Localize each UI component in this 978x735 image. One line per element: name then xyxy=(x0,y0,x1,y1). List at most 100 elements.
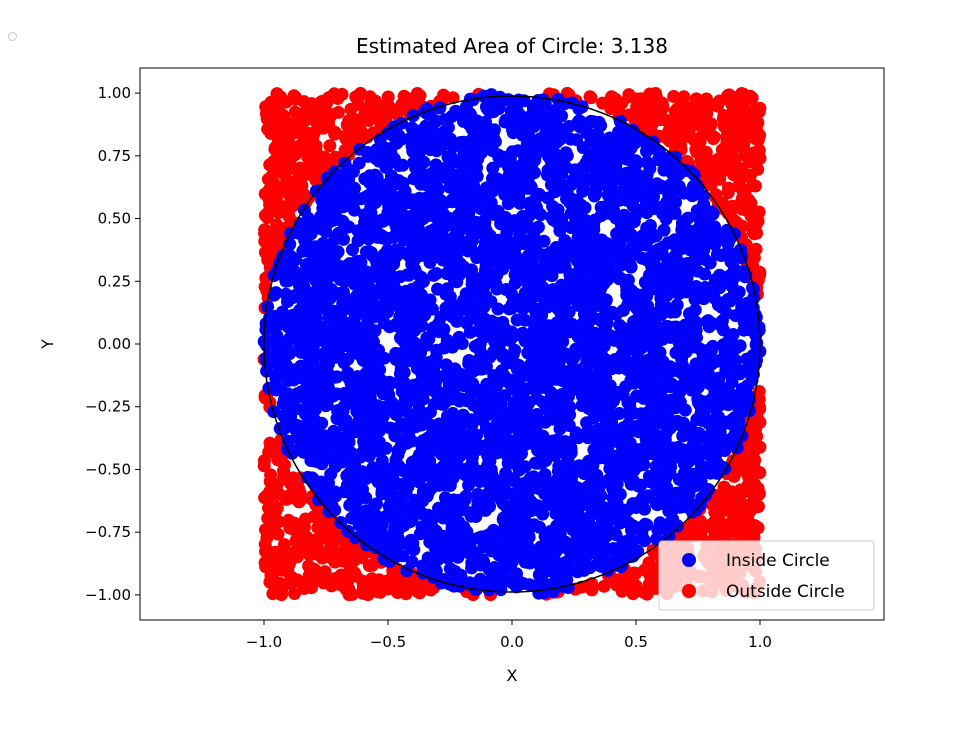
scatter-point-inside xyxy=(374,228,388,242)
scatter-point-inside xyxy=(423,405,437,419)
scatter-point-outside xyxy=(372,104,386,118)
scatter-point-inside xyxy=(552,359,566,372)
scatter-point-inside xyxy=(591,331,605,345)
scatter-point-inside xyxy=(510,115,524,129)
scatter-point-inside xyxy=(471,498,485,512)
scatter-point-inside xyxy=(354,528,368,542)
scatter-point-outside xyxy=(266,587,280,601)
scatter-point-inside xyxy=(388,424,402,438)
scatter-point-inside xyxy=(587,189,601,203)
scatter-point-inside xyxy=(643,219,657,232)
scatter-point-inside xyxy=(261,300,275,314)
scatter-point-inside xyxy=(386,129,400,143)
scatter-point-inside xyxy=(459,465,473,479)
scatter-point-inside xyxy=(468,556,482,570)
scatter-point-inside xyxy=(666,512,680,526)
scatter-point-inside xyxy=(416,372,430,386)
scatter-point-inside xyxy=(367,366,381,380)
scatter-point-inside xyxy=(641,286,655,300)
scatter-point-inside xyxy=(305,471,319,485)
scatter-point-outside xyxy=(641,102,655,116)
scatter-point-inside xyxy=(625,523,638,537)
scatter-point-inside xyxy=(380,379,394,392)
scatter-point-inside xyxy=(565,353,579,367)
scatter-point-inside xyxy=(310,284,324,297)
scatter-point-inside xyxy=(462,372,476,386)
scatter-point-inside xyxy=(417,450,431,464)
scatter-point-inside xyxy=(603,329,617,343)
scatter-point-outside xyxy=(309,547,323,561)
scatter-point-inside xyxy=(591,502,605,516)
scatter-point-inside xyxy=(383,320,397,334)
scatter-point-inside xyxy=(579,156,593,170)
scatter-point-inside xyxy=(678,403,692,417)
scatter-point-inside xyxy=(429,357,443,371)
scatter-point-outside xyxy=(307,562,321,576)
scatter-point-inside xyxy=(528,250,542,264)
scatter-point-inside xyxy=(369,541,383,555)
scatter-point-outside xyxy=(746,522,760,536)
scatter-point-outside xyxy=(331,533,345,547)
scatter-point-inside xyxy=(695,413,709,427)
scatter-point-outside xyxy=(272,206,286,220)
scatter-point-inside xyxy=(502,535,516,549)
scatter-point-inside xyxy=(484,295,498,308)
scatter-point-inside xyxy=(616,388,630,402)
scatter-point-inside xyxy=(316,293,330,307)
scatter-point-inside xyxy=(622,406,635,420)
scatter-point-inside xyxy=(594,537,608,551)
scatter-point-inside xyxy=(519,434,533,448)
scatter-point-inside xyxy=(457,260,471,274)
scatter-point-inside xyxy=(336,285,350,299)
scatter-point-outside xyxy=(679,110,693,124)
scatter-point-inside xyxy=(503,561,517,575)
scatter-point-inside xyxy=(359,284,373,298)
scatter-point-outside xyxy=(274,90,288,104)
scatter-point-outside xyxy=(397,89,411,103)
scatter-point-inside xyxy=(720,433,734,447)
scatter-point-inside xyxy=(695,364,709,378)
scatter-point-inside xyxy=(306,393,320,407)
scatter-point-inside xyxy=(552,459,566,473)
scatter-point-inside xyxy=(647,202,661,215)
scatter-point-inside xyxy=(601,386,615,400)
scatter-point-outside xyxy=(354,86,367,100)
scatter-point-inside xyxy=(366,181,380,195)
scatter-point-inside xyxy=(467,398,481,412)
scatter-point-outside xyxy=(748,453,762,467)
scatter-point-inside xyxy=(482,202,496,216)
scatter-point-inside xyxy=(433,229,447,243)
scatter-point-inside xyxy=(624,260,638,274)
scatter-point-inside xyxy=(443,461,457,475)
scatter-point-outside xyxy=(338,143,352,157)
scatter-point-inside xyxy=(348,181,361,195)
scatter-point-inside xyxy=(460,174,474,188)
scatter-point-outside xyxy=(288,491,302,505)
scatter-point-inside xyxy=(657,303,670,317)
scatter-point-inside xyxy=(501,456,515,470)
scatter-point-inside xyxy=(433,101,447,115)
scatter-point-outside xyxy=(741,123,755,136)
scatter-point-inside xyxy=(579,512,593,526)
scatter-point-inside xyxy=(564,446,578,460)
scatter-point-outside xyxy=(311,521,325,535)
scatter-point-outside xyxy=(404,579,418,593)
scatter-point-inside xyxy=(336,200,350,214)
scatter-point-inside xyxy=(495,350,509,363)
scatter-point-outside xyxy=(279,135,293,149)
scatter-point-inside xyxy=(696,224,710,238)
scatter-point-inside xyxy=(459,112,473,126)
scatter-point-inside xyxy=(472,352,486,366)
scatter-point-outside xyxy=(749,423,762,437)
scatter-point-outside xyxy=(335,87,349,101)
scatter-point-outside xyxy=(266,227,280,241)
scatter-point-inside xyxy=(640,447,654,461)
scatter-point-inside xyxy=(387,280,401,293)
scatter-point-outside xyxy=(689,135,703,149)
scatter-point-inside xyxy=(449,104,463,118)
scatter-point-inside xyxy=(308,403,322,416)
scatter-point-inside xyxy=(563,267,577,281)
scatter-point-inside xyxy=(704,344,718,358)
scatter-point-inside xyxy=(361,149,375,163)
scatter-point-inside xyxy=(729,247,743,261)
